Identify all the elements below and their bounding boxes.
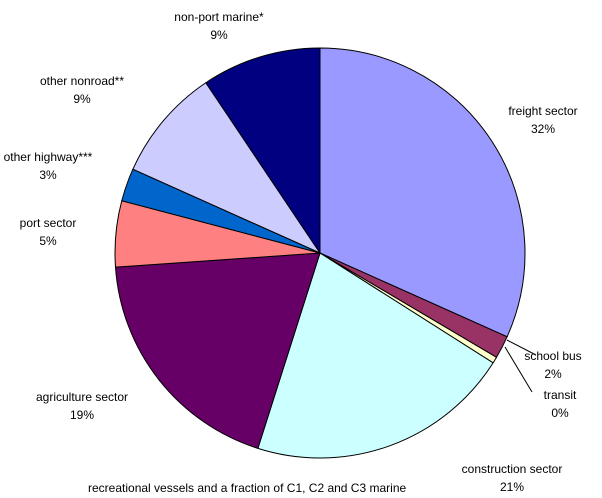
slice-value-label: 3%	[39, 168, 57, 182]
pie-slice	[114, 252, 321, 449]
slice-value-label: 5%	[39, 234, 57, 248]
leader-line	[506, 339, 537, 356]
slice-label: other nonroad**	[40, 74, 124, 88]
slice-label: transit	[544, 388, 577, 402]
slice-value-label: 0%	[551, 406, 569, 420]
footnote: recreational vessels and a fraction of C…	[88, 481, 406, 495]
slice-label: freight sector	[508, 104, 577, 118]
slice-label: agriculture sector	[36, 390, 128, 404]
leader-line	[504, 346, 533, 393]
slice-label: school bus	[524, 349, 581, 363]
pie-slice	[257, 252, 494, 459]
slice-value-label: 19%	[70, 408, 94, 422]
pie-slice	[132, 82, 322, 255]
slice-label: other highway***	[4, 150, 93, 164]
slice-label: port sector	[20, 216, 77, 230]
slice-value-label: 21%	[500, 480, 524, 494]
slice-label: non-port marine*	[174, 10, 264, 24]
pie-slice	[319, 47, 526, 338]
slice-value-label: 2%	[544, 367, 562, 381]
slice-label: construction sector	[462, 462, 563, 476]
slice-value-label: 9%	[210, 28, 228, 42]
pie-slice	[205, 47, 321, 255]
slice-value-label: 32%	[531, 122, 555, 136]
slice-value-label: 9%	[73, 92, 91, 106]
